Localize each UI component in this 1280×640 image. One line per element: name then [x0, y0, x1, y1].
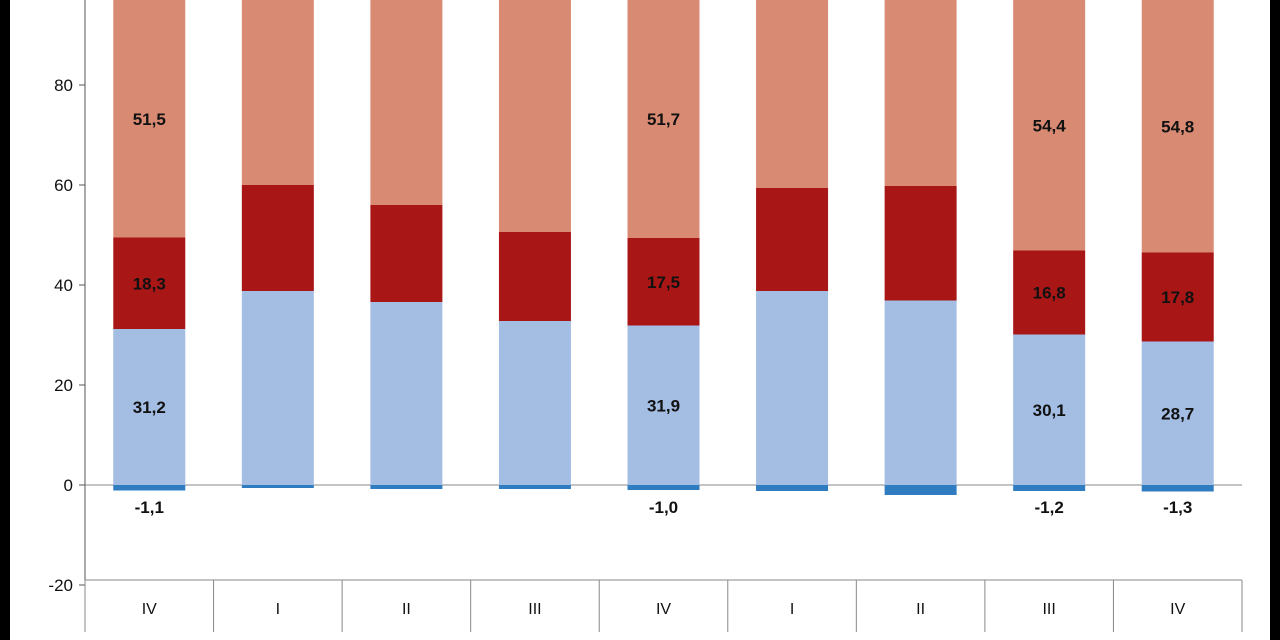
category-label: IV — [142, 601, 157, 618]
bar-segment — [113, 237, 186, 329]
data-label: 30,1 — [1033, 401, 1066, 420]
y-tick-label: -20 — [48, 576, 73, 595]
bar-segment — [884, 186, 957, 301]
data-label: 54,8 — [1161, 117, 1194, 136]
data-label: 51,7 — [647, 110, 680, 129]
data-label: -1,3 — [1163, 498, 1192, 517]
data-label: 17,8 — [1161, 288, 1194, 307]
data-label: 54,4 — [1033, 116, 1067, 135]
y-tick-label: 20 — [54, 376, 73, 395]
bar-segment — [113, 0, 186, 238]
data-label: -1,0 — [649, 498, 678, 517]
bar-segment — [884, 485, 957, 495]
bar-segment — [113, 485, 186, 491]
bar-segment — [370, 485, 443, 489]
bar-segment — [498, 232, 571, 321]
bar-segment — [498, 485, 571, 489]
data-label: 16,8 — [1033, 284, 1066, 303]
bar-segment — [627, 0, 700, 238]
bar-segment — [113, 329, 186, 485]
data-label: 51,5 — [133, 110, 166, 129]
bar-segment — [627, 238, 700, 326]
bar-segment — [370, 0, 443, 205]
bar-segment — [1141, 341, 1214, 485]
data-label: 31,2 — [133, 398, 166, 417]
category-label: I — [276, 601, 280, 618]
chart-frame: -20 0 20 40 60 80 31,2 18,3 51,5 -1,1 IV I II III 31,9… — [10, 0, 1270, 640]
y-tick-label: 40 — [54, 276, 73, 295]
bar-segment — [370, 205, 443, 302]
bar-segment — [756, 485, 829, 491]
category-label: II — [916, 601, 925, 618]
category-label: I — [790, 601, 794, 618]
bar-segment — [756, 188, 829, 291]
data-label: -1,1 — [135, 498, 164, 517]
bar-segment — [1013, 334, 1086, 485]
category-label: II — [402, 601, 411, 618]
bar-segment — [756, 291, 829, 485]
category-label: IV — [656, 601, 671, 618]
y-tick-label: 60 — [54, 176, 73, 195]
bar-segment — [498, 321, 571, 485]
bar-segment — [241, 485, 314, 488]
data-label: 31,9 — [647, 396, 680, 415]
bar-segment — [1013, 485, 1086, 491]
category-label: III — [528, 601, 541, 618]
bar-segment — [1141, 252, 1214, 342]
y-tick-label: 80 — [54, 76, 73, 95]
bar-segment — [241, 0, 314, 185]
bar-segment — [884, 300, 957, 485]
bar-segment — [1141, 0, 1214, 253]
data-label: 28,7 — [1161, 404, 1194, 423]
bar-segment — [1013, 250, 1086, 335]
bar-segment — [498, 0, 571, 232]
bar-segment — [1013, 0, 1086, 251]
category-label: III — [1042, 601, 1055, 618]
bar-segment — [884, 0, 957, 186]
bar-segment — [1141, 485, 1214, 492]
bar-segment — [241, 291, 314, 485]
bar-segment — [370, 302, 443, 485]
bar-segment — [627, 325, 700, 485]
category-label: IV — [1170, 601, 1185, 618]
data-label: 17,5 — [647, 273, 680, 292]
bar-segment — [241, 185, 314, 291]
data-label: -1,2 — [1035, 498, 1064, 517]
y-tick-label: 0 — [64, 476, 73, 495]
bar-segment — [627, 485, 700, 490]
data-label: 18,3 — [133, 274, 166, 293]
bar-segment — [756, 0, 829, 188]
